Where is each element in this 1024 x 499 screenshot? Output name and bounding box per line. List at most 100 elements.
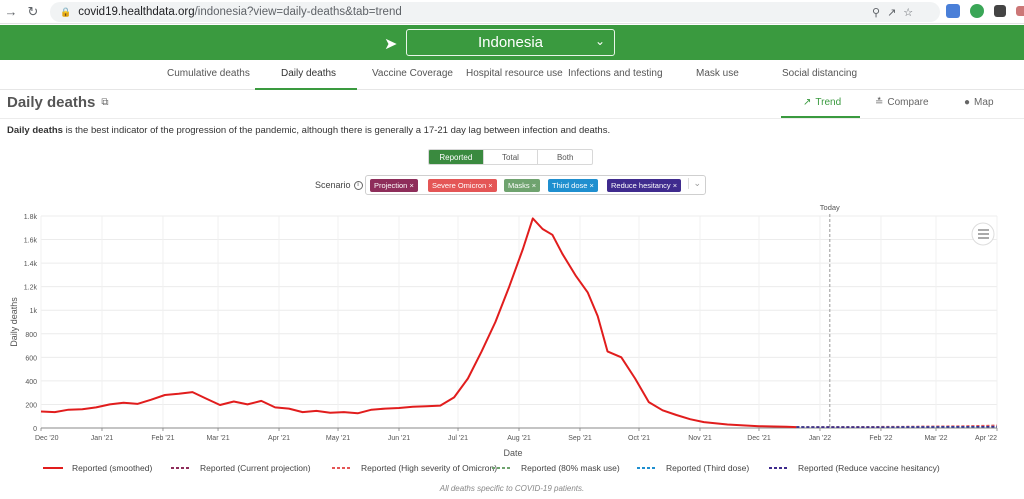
tab-mask-use[interactable]: Mask use [696, 68, 739, 79]
chip-severe-omicron[interactable]: Severe Omicron × [428, 179, 497, 192]
active-tab-indicator [255, 88, 357, 90]
view-tab-label: Trend [815, 97, 842, 108]
shield-extension-icon[interactable] [970, 4, 984, 18]
tab-infections-testing[interactable]: Infections and testing [568, 68, 663, 79]
x-tick-label: Jan '22 [809, 435, 831, 442]
external-link-icon[interactable]: ⧉ [101, 97, 109, 108]
today-marker: Today [820, 203, 840, 428]
toggle-total[interactable]: Total [484, 150, 539, 164]
tab-daily-deaths[interactable]: Daily deaths [281, 68, 337, 79]
compare-icon: ≛ [875, 97, 884, 108]
lock-icon: 🔒 [60, 6, 72, 17]
chip-label: Third dose [552, 181, 588, 190]
puzzle-icon[interactable] [994, 5, 1006, 17]
scenario-label: Scenario i [315, 180, 363, 190]
toggle-reported[interactable]: Reported [429, 150, 484, 164]
zoom-icon[interactable]: ⚲ [872, 6, 881, 19]
location-arrow-icon[interactable]: ➤ [384, 36, 398, 53]
y-tick-label: 1.4k [24, 261, 38, 268]
reload-icon[interactable]: ↻ [27, 3, 39, 19]
x-tick-label: Sep '21 [568, 435, 592, 442]
scenario-label-text: Scenario [315, 180, 351, 190]
y-tick-label: 0 [33, 426, 37, 433]
remove-x-icon[interactable]: × [409, 181, 414, 190]
today-label: Today [820, 203, 840, 212]
bookmark-star-icon[interactable]: ☆ [903, 6, 914, 19]
remove-x-icon[interactable]: × [531, 181, 537, 190]
info-icon[interactable]: i [353, 180, 363, 190]
address-bar[interactable]: 🔒 covid19.healthdata.org/indonesia?view=… [50, 2, 940, 22]
x-tick-label: Jan '21 [91, 435, 113, 442]
y-tick-label: 1.8k [24, 214, 38, 221]
legend-item-1[interactable]: Reported (Current projection) [171, 463, 311, 473]
chart-grid [40, 215, 998, 429]
description: Daily deaths is the best indicator of th… [7, 125, 610, 136]
back-icon[interactable]: → [4, 4, 18, 19]
legend-label: Reported (Current projection) [200, 463, 311, 473]
tab-social-distancing[interactable]: Social distancing [782, 68, 858, 79]
y-tick-label: 600 [25, 355, 37, 362]
legend-label: Reported (High severity of Omicron) [361, 463, 497, 473]
x-tick-label: Feb '22 [869, 435, 892, 442]
chart-legend: Reported (smoothed) Reported (Current pro… [43, 463, 940, 473]
x-tick-label: Dec '21 [747, 435, 771, 442]
legend-label: Reported (Reduce vaccine hesitancy) [798, 463, 940, 473]
legend-label: Reported (Third dose) [666, 463, 749, 473]
view-tab-label: Compare [887, 97, 929, 108]
chip-masks[interactable]: Masks × [504, 179, 541, 192]
tab-hospital-resource-use[interactable]: Hospital resource use [466, 68, 563, 79]
globe-icon: ● [964, 97, 971, 108]
legend-label: Reported (80% mask use) [521, 463, 620, 473]
chevron-down-icon: ⌄ [594, 34, 605, 48]
view-tab-map[interactable]: ● Map [964, 97, 994, 108]
legend-item-4[interactable]: Reported (Third dose) [637, 463, 749, 473]
footnote: All deaths specific to COVID-19 patients… [439, 484, 585, 493]
page-title: Daily deaths ⧉ [7, 94, 109, 111]
chart-series [40, 217, 998, 429]
country-name: Indonesia [477, 34, 544, 51]
y-axis-ticks: 0 200 400 600 800 1k 1.2k 1.4k 1.6k 1.8k [24, 214, 38, 433]
description-text: is the best indicator of the progression… [62, 125, 611, 136]
chip-reduce-hesitancy[interactable]: Reduce hesitancy × [607, 179, 682, 192]
tab-cumulative-deaths[interactable]: Cumulative deaths [167, 68, 250, 79]
x-tick-label: Jul '21 [448, 435, 468, 442]
chip-projection[interactable]: Projection × [370, 179, 418, 192]
toggle-both[interactable]: Both [556, 152, 574, 162]
view-tab-trend[interactable]: ↗ Trend [803, 97, 841, 108]
filter-sliders-icon [978, 229, 989, 239]
x-axis-ticks: Dec '20 Jan '21 Feb '21 Mar '21 Apr '21 May '… [35, 427, 998, 442]
country-selector[interactable]: Indonesia ⌄ [406, 29, 615, 56]
remove-x-icon[interactable]: × [488, 181, 493, 190]
remove-x-icon[interactable]: × [589, 181, 594, 190]
y-axis-label: Daily deaths [9, 297, 19, 347]
x-tick-label: Apr '22 [975, 435, 997, 442]
x-tick-label: Mar '21 [206, 435, 229, 442]
share-icon[interactable]: ↗ [887, 6, 897, 19]
x-axis-label: Date [503, 448, 522, 458]
metric-tabs: Cumulative deaths Daily deaths Vaccine C… [0, 60, 1024, 90]
x-tick-label: Feb '21 [151, 435, 174, 442]
y-tick-label: 400 [25, 379, 37, 386]
x-tick-label: Mar '22 [924, 435, 947, 442]
translate-extension-icon[interactable] [946, 4, 960, 18]
tab-vaccine-coverage[interactable]: Vaccine Coverage [372, 68, 453, 79]
remove-x-icon[interactable]: × [672, 181, 678, 190]
x-tick-label: May '21 [326, 435, 350, 442]
active-view-indicator [781, 116, 860, 118]
url-path: /indonesia?view=daily-deaths&tab=trend [194, 6, 402, 18]
legend-item-3[interactable]: Reported (80% mask use) [492, 463, 620, 473]
legend-item-5[interactable]: Reported (Reduce vaccine hesitancy) [769, 463, 940, 473]
view-tab-compare[interactable]: ≛ Compare [875, 97, 929, 108]
legend-item-2[interactable]: Reported (High severity of Omicron) [332, 463, 497, 473]
profile-icon[interactable] [1016, 6, 1024, 16]
series-line-0 [40, 217, 797, 429]
y-tick-label: 1k [30, 308, 38, 315]
chart-menu-button[interactable] [971, 222, 995, 246]
scenario-select[interactable]: Projection × Severe Omicron × Masks × Th… [365, 175, 706, 195]
chip-third-dose[interactable]: Third dose × [548, 179, 598, 192]
chevron-down-icon[interactable]: ⌄ [688, 178, 701, 189]
legend-item-0[interactable]: Reported (smoothed) [43, 463, 152, 473]
page-title-text: Daily deaths [7, 94, 96, 111]
x-tick-label: Nov '21 [688, 435, 712, 442]
